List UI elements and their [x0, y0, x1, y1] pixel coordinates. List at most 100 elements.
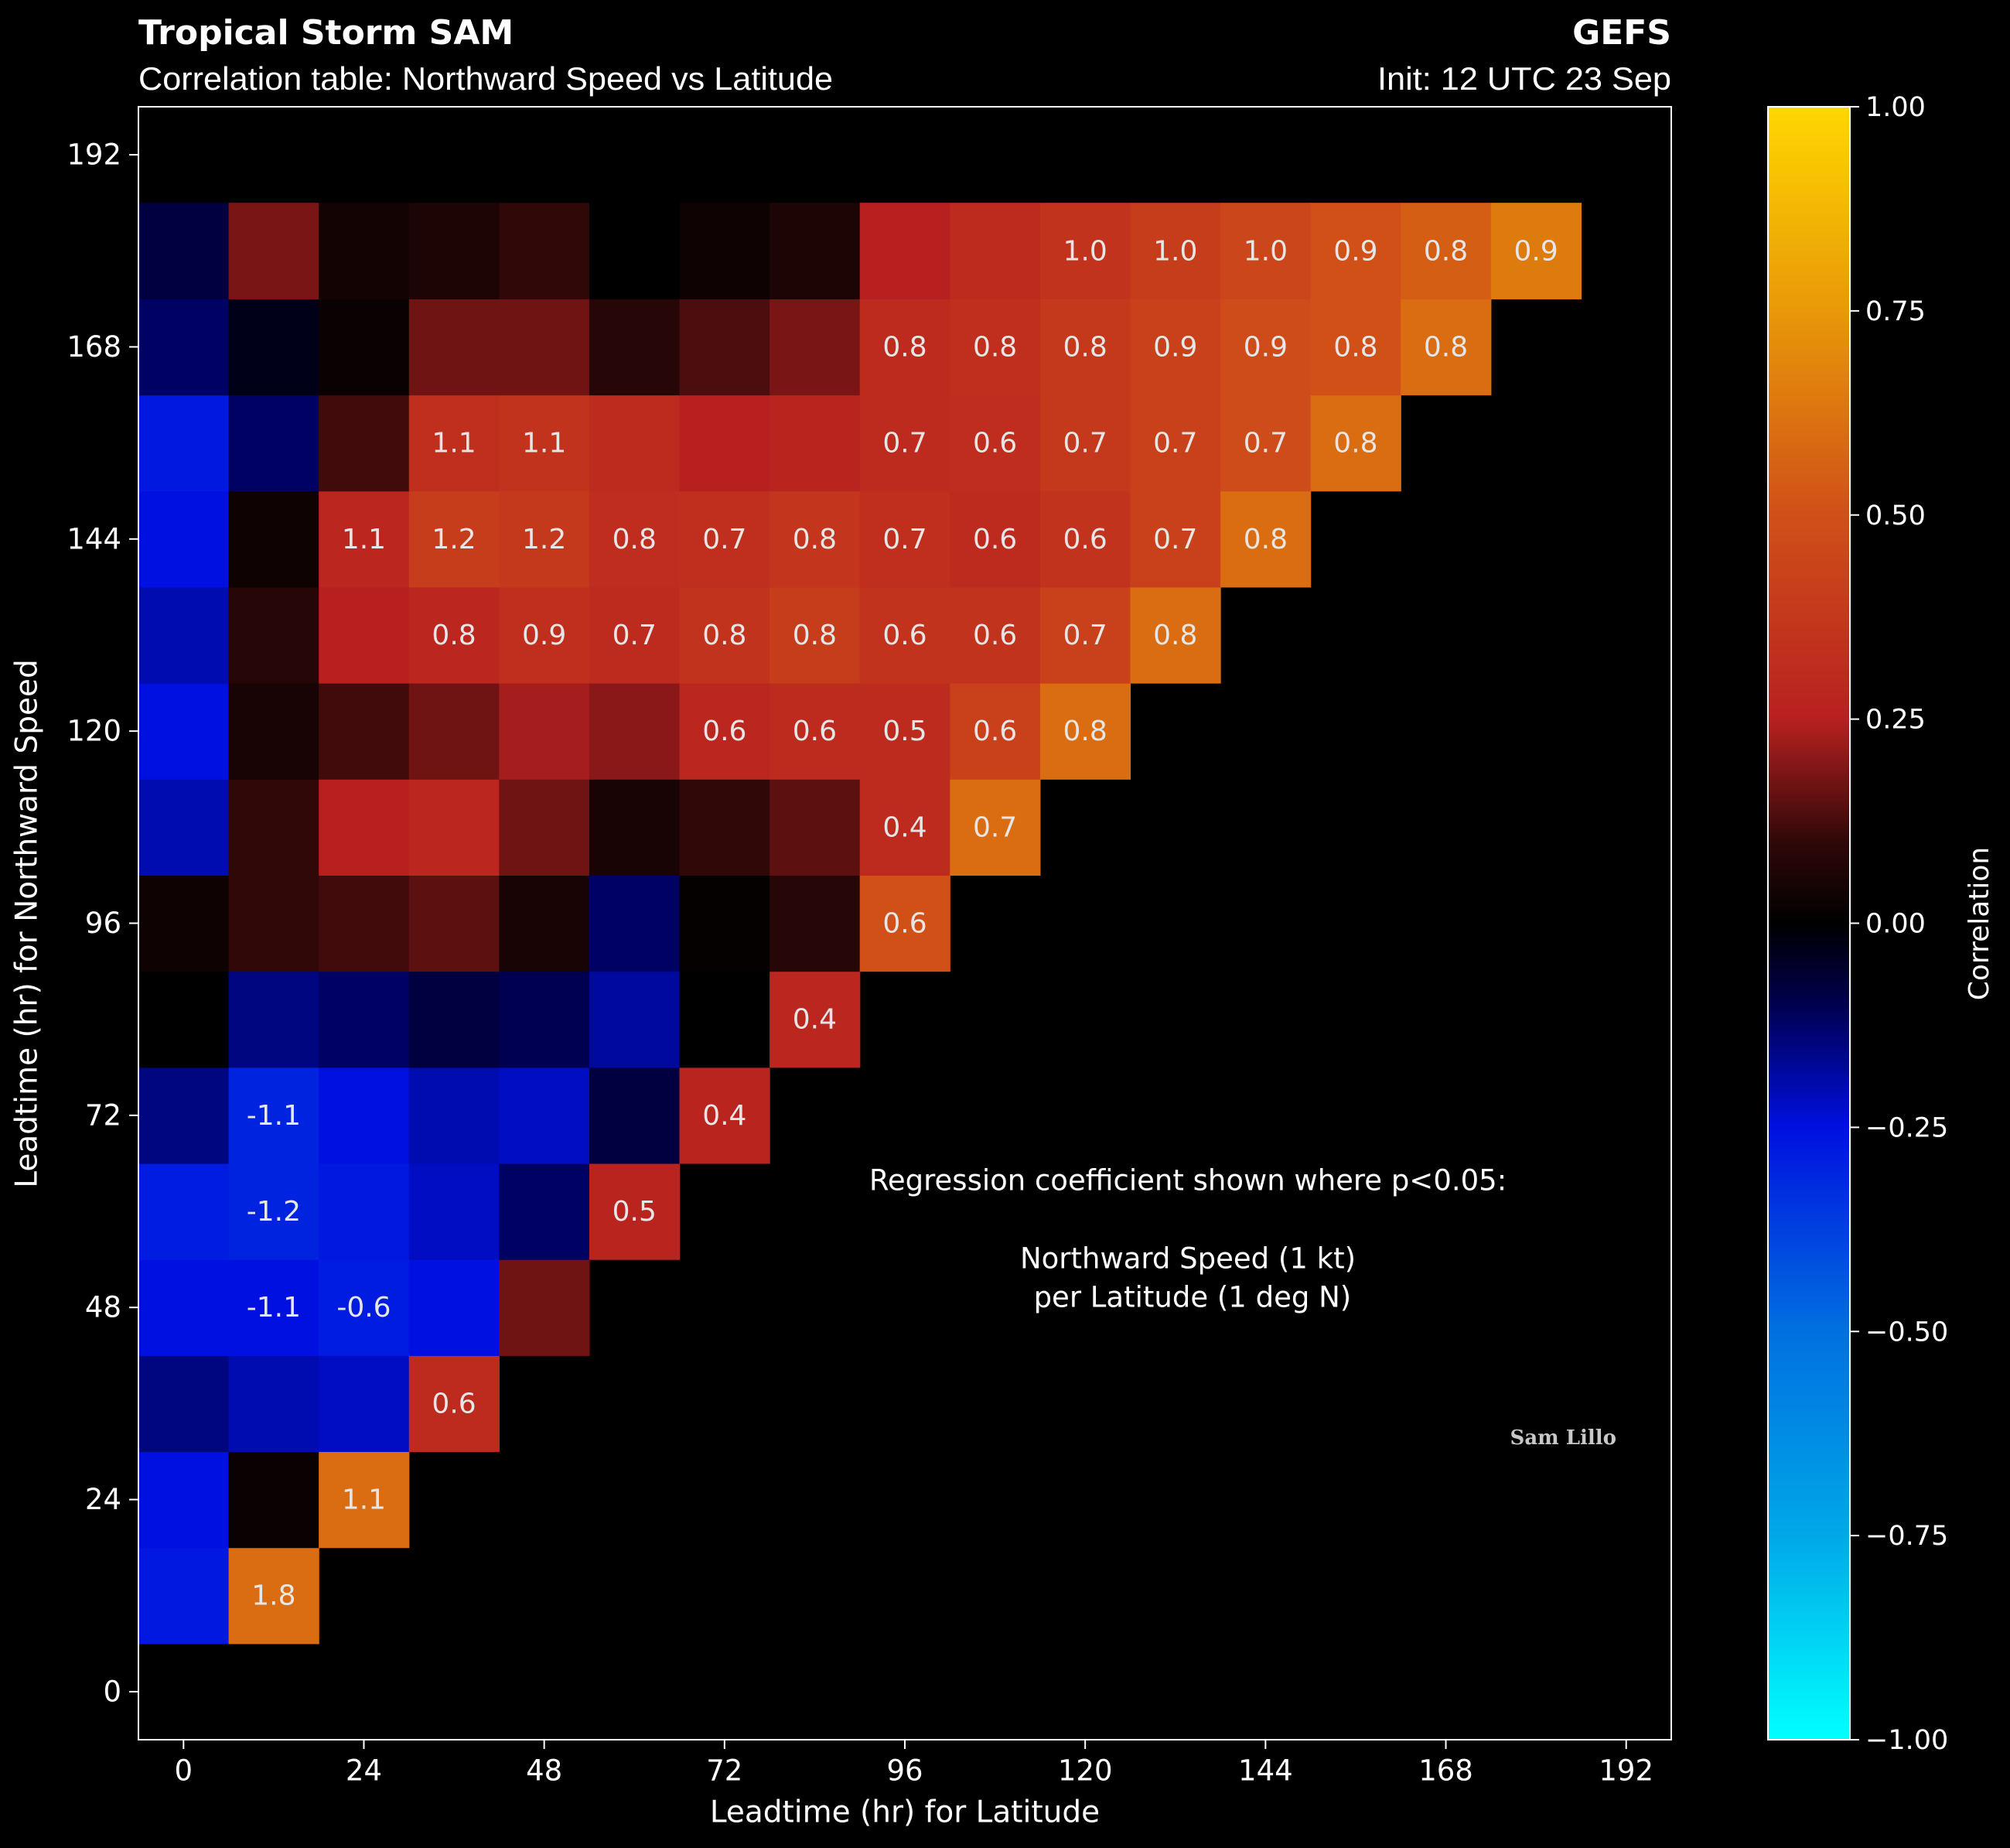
heatmap-cell	[138, 1163, 230, 1260]
credit: Sam Lillo	[1510, 1426, 1616, 1450]
cell-label: 0.8	[1063, 716, 1107, 747]
heatmap-cell	[679, 683, 770, 780]
cell-label: 0.7	[613, 620, 657, 651]
heatmap-cell	[408, 1163, 500, 1260]
heatmap-cell	[228, 490, 319, 588]
heatmap-cell	[408, 490, 500, 588]
heatmap-cell	[679, 299, 770, 396]
cell-label: 0.6	[1063, 524, 1107, 555]
cell-label: 0.8	[1153, 620, 1197, 651]
cell-label: -1.1	[247, 1100, 301, 1132]
heatmap-cell	[589, 299, 681, 396]
heatmap-cell	[228, 1451, 319, 1549]
heatmap-cell	[589, 395, 681, 492]
cell-label: 0.4	[882, 811, 927, 843]
heatmap-cell	[499, 1067, 590, 1164]
heatmap-cell	[228, 1355, 319, 1453]
model-name: GEFS	[1572, 13, 1671, 53]
heatmap-cell	[319, 683, 410, 780]
heatmap-cell	[859, 586, 950, 684]
cell-label: 0.8	[793, 620, 837, 651]
heatmap-cell	[589, 490, 681, 588]
heatmap-cell	[408, 683, 500, 780]
cell-label: -1.1	[247, 1292, 301, 1324]
annotation: Regression coefficient shown where p<0.0…	[869, 1164, 1507, 1197]
heatmap-cell	[228, 779, 319, 876]
heatmap-cell	[408, 1355, 500, 1453]
colorbar-tick-label: 1.00	[1865, 92, 1926, 123]
cell-label: 0.6	[882, 908, 927, 940]
heatmap-cell	[1130, 299, 1221, 396]
cell-label: 0.8	[882, 331, 927, 363]
cell-label: 0.4	[793, 1004, 837, 1036]
heatmap-cell	[770, 779, 861, 876]
heatmap-cell	[859, 203, 950, 299]
heatmap-cell	[319, 490, 410, 588]
heatmap-cell	[408, 395, 500, 492]
heatmap-cell	[228, 586, 319, 684]
cell-label: 1.0	[1244, 235, 1288, 267]
cell-label: 0.7	[1153, 524, 1197, 555]
heatmap-cell	[859, 490, 950, 588]
cell-label: 1.1	[432, 428, 476, 459]
colorbar	[1767, 106, 1851, 1740]
heatmap-cell	[859, 779, 950, 876]
x-tick-label: 96	[886, 1754, 923, 1788]
heatmap-cell	[1490, 203, 1582, 299]
x-tick-label: 0	[175, 1754, 193, 1788]
cell-label: 0.6	[793, 716, 837, 747]
cell-label: 0.8	[973, 331, 1017, 363]
heatmap-cell	[138, 203, 230, 299]
cell-label: 1.2	[522, 524, 566, 555]
heatmap-cell	[1130, 586, 1221, 684]
heatmap-cell	[770, 683, 861, 780]
heatmap-cell	[138, 1547, 230, 1645]
colorbar-tick-label: −0.75	[1865, 1521, 1948, 1552]
heatmap-cell	[319, 1259, 410, 1356]
heatmap-cell	[1130, 395, 1221, 492]
heatmap-cell	[1310, 299, 1401, 396]
cell-label: 1.1	[522, 428, 566, 459]
heatmap-cell	[589, 1163, 681, 1260]
cell-label: 0.7	[702, 524, 746, 555]
heatmap-cell	[679, 586, 770, 684]
cell-label: 1.1	[342, 1484, 386, 1516]
cell-label: 0.8	[1424, 235, 1468, 267]
heatmap-cell	[1039, 586, 1131, 684]
cell-label: 0.6	[702, 716, 746, 747]
heatmap-cell	[499, 395, 590, 492]
heatmap-cell	[138, 395, 230, 492]
heatmap-cell	[408, 299, 500, 396]
y-tick-label: 168	[67, 330, 121, 364]
heatmap-cell	[319, 1451, 410, 1549]
heatmap-cell	[950, 683, 1041, 780]
heatmap-cell	[770, 971, 861, 1068]
heatmap-cell	[950, 299, 1041, 396]
heatmap-cell	[679, 203, 770, 299]
y-tick-label: 144	[67, 522, 121, 555]
heatmap-cell	[770, 490, 861, 588]
cell-label: 0.4	[702, 1100, 746, 1132]
heatmap-cell	[679, 779, 770, 876]
heatmap-cell	[950, 203, 1041, 299]
heatmap-cell	[138, 875, 230, 972]
heatmap-cell	[1310, 395, 1401, 492]
heatmap-cell	[408, 971, 500, 1068]
heatmap-cell	[319, 1163, 410, 1260]
cell-label: 1.8	[251, 1580, 295, 1612]
heatmap-cell	[1039, 683, 1131, 780]
heatmap-cell	[589, 203, 681, 299]
cell-label: 1.1	[342, 524, 386, 555]
heatmap-cell	[589, 779, 681, 876]
cell-label: -1.2	[247, 1196, 301, 1228]
heatmap-cell	[408, 1259, 500, 1356]
cell-label: -0.6	[336, 1292, 391, 1324]
cell-label: 0.7	[1063, 428, 1107, 459]
heatmap-cell	[228, 683, 319, 780]
heatmap-cell	[589, 683, 681, 780]
heatmap-cell	[138, 1451, 230, 1549]
x-tick-label: 120	[1058, 1754, 1113, 1788]
heatmap-cell	[1039, 299, 1131, 396]
